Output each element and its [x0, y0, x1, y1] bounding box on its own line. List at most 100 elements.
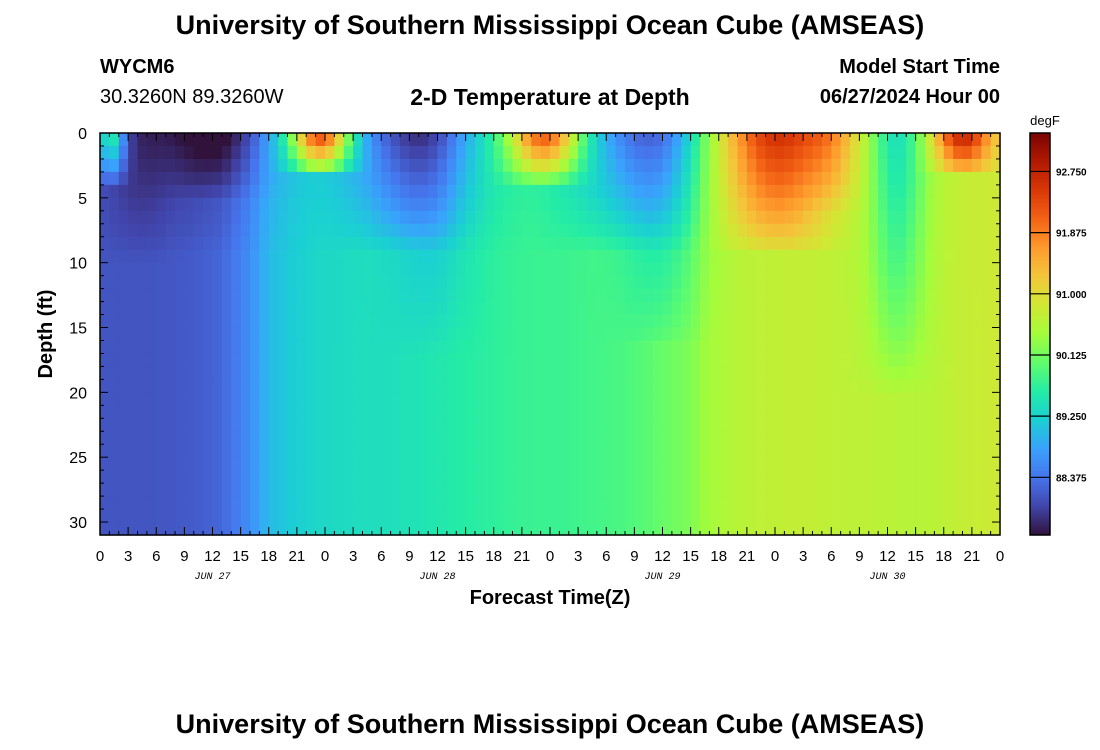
heatmap-cell [803, 366, 814, 380]
heatmap-cell [100, 197, 110, 212]
heatmap-cell [521, 171, 532, 186]
heatmap-cell [137, 327, 148, 342]
heatmap-cell [915, 444, 926, 458]
heatmap-cell [962, 353, 973, 368]
heatmap-cell [475, 457, 485, 471]
heatmap-cell [381, 275, 392, 290]
heatmap-cell [362, 236, 373, 251]
heatmap-cell [306, 249, 317, 264]
heatmap-cell [906, 223, 917, 238]
heatmap-cell [606, 158, 617, 173]
heatmap-cell [981, 509, 992, 523]
heatmap-cell [981, 418, 992, 432]
heatmap-cell [934, 522, 945, 536]
heatmap-cell [850, 133, 860, 147]
heatmap-cell [493, 262, 504, 277]
heatmap-cell [803, 223, 814, 238]
heatmap-cell [587, 509, 598, 523]
heatmap-cell [503, 522, 514, 536]
heatmap-cell [146, 496, 157, 510]
heatmap-cell [896, 197, 907, 212]
heatmap-cell [259, 236, 270, 251]
heatmap-cell [971, 133, 982, 147]
heatmap-cell [653, 275, 664, 290]
heatmap-cell [540, 470, 551, 484]
heatmap-cell [203, 444, 214, 458]
heatmap-cell [634, 171, 645, 186]
heatmap-cell [315, 314, 326, 329]
heatmap-cell [268, 158, 279, 173]
heatmap-cell [746, 418, 757, 432]
heatmap-cell [390, 379, 401, 393]
heatmap-cell [315, 210, 326, 225]
heatmap-cell [109, 197, 120, 212]
heatmap-cell [128, 275, 139, 290]
heatmap-cell [765, 418, 776, 432]
heatmap-cell [653, 483, 664, 497]
heatmap-cell [671, 509, 682, 523]
heatmap-cell [193, 145, 204, 160]
heatmap-cell [606, 457, 617, 471]
heatmap-cell [484, 418, 495, 432]
heatmap-cell [746, 379, 757, 393]
heatmap-cell [446, 444, 457, 458]
heatmap-cell [165, 236, 176, 251]
heatmap-cell [887, 236, 898, 251]
heatmap-cell [240, 184, 251, 199]
heatmap-cell [728, 145, 739, 160]
heatmap-cell [137, 158, 148, 173]
heatmap-cell [362, 197, 373, 212]
heatmap-cell [193, 379, 204, 393]
heatmap-cell [325, 496, 335, 510]
heatmap-cell [671, 353, 682, 368]
heatmap-cell [184, 522, 195, 536]
heatmap-cell [287, 184, 298, 199]
heatmap-cell [503, 457, 514, 471]
heatmap-cell [587, 496, 598, 510]
heatmap-cell [775, 457, 785, 471]
y-tick-label: 0 [78, 126, 87, 143]
heatmap-cell [109, 314, 120, 329]
heatmap-cell [493, 145, 504, 160]
heatmap-cell [662, 340, 673, 355]
heatmap-cell [878, 133, 889, 147]
heatmap-cell [381, 509, 392, 523]
heatmap-cell [625, 275, 635, 290]
heatmap-cell [653, 392, 664, 406]
heatmap-cell [925, 301, 935, 316]
heatmap-cell [821, 444, 832, 458]
heatmap-cell [296, 236, 307, 251]
heatmap-cell [531, 379, 542, 393]
heatmap-cell [653, 340, 664, 355]
heatmap-cell [962, 145, 973, 160]
heatmap-cell [709, 262, 720, 277]
heatmap-cell [540, 171, 551, 186]
heatmap-cell [540, 145, 551, 160]
heatmap-cell [615, 379, 626, 393]
heatmap-cell [700, 522, 710, 536]
heatmap-cell [690, 184, 701, 199]
heatmap-cell [278, 340, 289, 355]
heatmap-cell [559, 275, 570, 290]
heatmap-cell [231, 522, 242, 536]
heatmap-cell [643, 275, 654, 290]
heatmap-cell [671, 262, 682, 277]
heatmap-cell [165, 197, 176, 212]
heatmap-cell [278, 288, 289, 303]
heatmap-cell [203, 405, 214, 419]
heatmap-cell [184, 262, 195, 277]
heatmap-cell [128, 392, 139, 406]
heatmap-cell [793, 301, 804, 316]
heatmap-cell [193, 405, 204, 419]
heatmap-cell [756, 275, 767, 290]
heatmap-cell [446, 249, 457, 264]
heatmap-cell [268, 275, 279, 290]
heatmap-cell [915, 496, 926, 510]
colorbar-tick-label: 91.875 [1056, 229, 1087, 240]
heatmap-cell [737, 340, 748, 355]
heatmap-cell [568, 379, 579, 393]
heatmap-cell [915, 133, 926, 147]
heatmap-cell [203, 275, 214, 290]
heatmap-cell [821, 522, 832, 536]
heatmap-cell [700, 301, 710, 316]
